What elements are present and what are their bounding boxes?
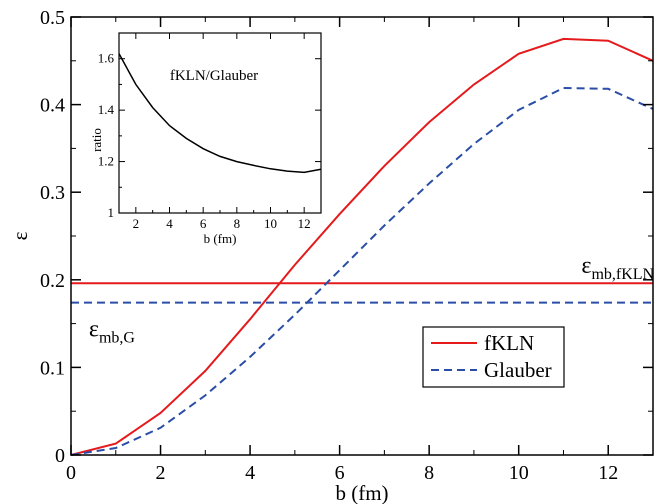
annotation-subscript: mb,G xyxy=(99,330,135,347)
annotation-fkln: εmb,fKLN xyxy=(581,253,654,283)
inset-y-tick-label: 1 xyxy=(108,205,115,220)
annotation-subscript: mb,fKLN xyxy=(591,266,654,283)
mb-reference-lines xyxy=(71,282,653,304)
inset-y-tick-label: 1.2 xyxy=(98,154,114,169)
legend: fKLN Glauber xyxy=(422,326,565,388)
annotation-symbol: ε xyxy=(89,317,99,343)
x-tick-label: 0 xyxy=(66,462,76,484)
y-tick-label: 0.4 xyxy=(40,95,65,117)
inset-frame xyxy=(118,32,322,214)
inset-y-tick-label: 1.6 xyxy=(98,51,115,66)
inset-y-tick-label: 1.4 xyxy=(98,102,115,117)
inset-plot: 2 4 6 8 10 12 1 1.2 1.4 1.6 fKLN/Glauber b (fm) rati… xyxy=(89,32,322,246)
inset-x-tick-label: 10 xyxy=(264,216,277,231)
x-tick-label: 4 xyxy=(245,462,255,484)
x-tick-label: 12 xyxy=(598,462,618,484)
annotation-glauber: εmb,G xyxy=(89,317,136,347)
inset-x-axis-title: b (fm) xyxy=(204,231,237,246)
x-axis-title: b (fm) xyxy=(335,481,388,504)
x-tick-label: 2 xyxy=(156,462,166,484)
series-line-fkln xyxy=(70,37,654,456)
series-line-glauber xyxy=(70,86,654,456)
inset-x-tick-label: 6 xyxy=(200,216,207,231)
inset-x-tick-label: 8 xyxy=(234,216,241,231)
x-tick-label: 6 xyxy=(335,462,345,484)
x-tick-label: 8 xyxy=(424,462,434,484)
y-tick-label: 0.5 xyxy=(40,7,65,29)
main-axis-titles: b (fm) ε xyxy=(8,231,389,504)
inset-x-tick-label: 2 xyxy=(133,216,140,231)
inset-series-line xyxy=(118,53,322,174)
legend-label-glauber: Glauber xyxy=(484,358,552,382)
inset-y-axis-title: ratio xyxy=(89,128,104,152)
annotation-symbol: ε xyxy=(581,253,591,279)
y-tick-label: 0.2 xyxy=(40,270,65,292)
legend-label-fkln: fKLN xyxy=(484,331,534,355)
legend-box xyxy=(422,326,565,388)
inset-title: fKLN/Glauber xyxy=(170,68,258,84)
y-tick-label: 0.3 xyxy=(40,182,65,204)
main-series xyxy=(70,37,654,456)
y-tick-label: 0.1 xyxy=(40,357,65,379)
y-axis-title: ε xyxy=(8,231,32,240)
inset-x-tick-label: 12 xyxy=(298,216,311,231)
x-tick-label: 10 xyxy=(509,462,529,484)
y-tick-label: 0 xyxy=(55,445,65,467)
inset-x-tick-label: 4 xyxy=(166,216,173,231)
